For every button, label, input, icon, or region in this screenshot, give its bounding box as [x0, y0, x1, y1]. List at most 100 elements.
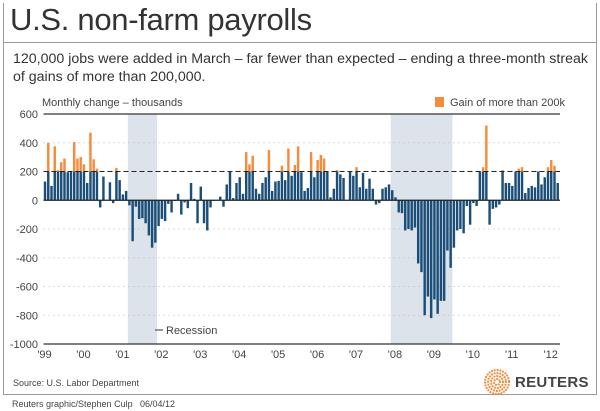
bar — [47, 171, 50, 201]
bar — [121, 194, 125, 201]
bar — [56, 171, 60, 201]
bar — [303, 190, 306, 201]
bar — [550, 171, 553, 201]
y-tick-label: 600 — [20, 109, 38, 121]
bar-above-threshold — [355, 167, 358, 172]
bar — [394, 197, 397, 201]
bar — [494, 200, 498, 208]
logo-dot — [504, 372, 507, 375]
x-tick-label: '99 — [37, 349, 51, 361]
x-tick-label: '11 — [505, 349, 519, 361]
bar-above-threshold — [79, 157, 82, 172]
bar — [511, 185, 514, 201]
bar — [144, 200, 147, 224]
x-tick-label: '08 — [388, 349, 402, 361]
y-tick-label: -800 — [16, 310, 38, 322]
legend-threshold-label: Gain of more than 200k — [450, 97, 565, 109]
bar — [193, 198, 196, 201]
bar — [485, 171, 488, 201]
bar — [300, 172, 303, 201]
y-tick-label: 0 — [32, 195, 38, 207]
bar — [118, 180, 121, 201]
logo-dot — [486, 380, 490, 383]
bar-above-threshold — [95, 168, 99, 172]
bar — [520, 171, 524, 201]
logo-dot — [501, 388, 504, 391]
bar — [283, 180, 287, 201]
bar — [209, 200, 212, 208]
logo-dot — [500, 392, 503, 395]
logo-dot — [504, 380, 508, 384]
logo-dot — [493, 372, 496, 375]
bar-above-threshold — [82, 164, 86, 172]
logo-dot — [495, 389, 498, 393]
bar — [556, 183, 559, 201]
bar — [514, 171, 517, 201]
bar — [352, 175, 355, 201]
bar — [475, 200, 478, 206]
bar — [491, 200, 495, 209]
bar — [374, 200, 378, 205]
bar — [183, 200, 186, 203]
logo-dot — [490, 388, 493, 391]
bar — [53, 171, 56, 201]
bar — [361, 172, 365, 201]
chart-subtitle: 120,000 jobs were added in March – far f… — [13, 51, 588, 85]
logo-dot — [484, 384, 487, 387]
bar — [481, 171, 485, 201]
bar — [403, 200, 407, 231]
x-tick-label: '09 — [427, 349, 441, 361]
bar — [115, 171, 118, 201]
bar — [468, 200, 472, 225]
bar — [543, 177, 546, 201]
y-tick-label: -400 — [16, 253, 38, 265]
bar — [79, 171, 82, 201]
logo-dot — [490, 373, 494, 376]
logo-text: REUTERS — [515, 373, 589, 391]
logo-dot — [491, 385, 494, 388]
graphic-frame — [3, 3, 597, 395]
bar — [410, 200, 413, 231]
y-tick-label: 200 — [20, 167, 38, 179]
bar — [248, 171, 251, 201]
bar — [89, 171, 92, 201]
bar — [429, 200, 433, 319]
reuters-logo: REUTERS — [484, 369, 589, 395]
logo-dot — [487, 389, 490, 392]
bar — [60, 171, 63, 201]
bar — [478, 171, 482, 201]
bar — [141, 200, 144, 219]
bar — [228, 171, 232, 201]
bar-above-threshold — [316, 160, 319, 172]
bar-above-threshold — [248, 164, 251, 172]
logo-dot — [486, 373, 489, 376]
bar — [251, 171, 254, 201]
bar — [257, 193, 261, 201]
bar-above-threshold — [293, 165, 297, 172]
logo-dot — [494, 383, 498, 386]
bar — [147, 200, 151, 236]
bar — [365, 188, 368, 201]
bar — [335, 171, 339, 201]
bar — [85, 183, 89, 201]
bar — [436, 200, 439, 314]
x-tick-label: '04 — [232, 349, 246, 361]
bar — [163, 200, 167, 222]
bar — [446, 200, 449, 251]
bar — [131, 200, 134, 242]
x-tick-label: '07 — [349, 349, 363, 361]
bar-above-threshold — [517, 168, 521, 172]
x-tick-label: '00 — [76, 349, 90, 361]
reuters-dots-icon — [484, 369, 510, 395]
logo-dot — [494, 392, 497, 395]
logo-dot — [484, 381, 487, 384]
x-tick-label: '10 — [466, 349, 480, 361]
bar — [459, 200, 462, 229]
bar-above-threshold — [251, 155, 254, 172]
y-tick-label: 400 — [20, 138, 38, 150]
logo-dot — [497, 392, 500, 395]
bar — [176, 193, 180, 201]
bar — [413, 200, 417, 228]
logo-dot — [502, 390, 506, 393]
